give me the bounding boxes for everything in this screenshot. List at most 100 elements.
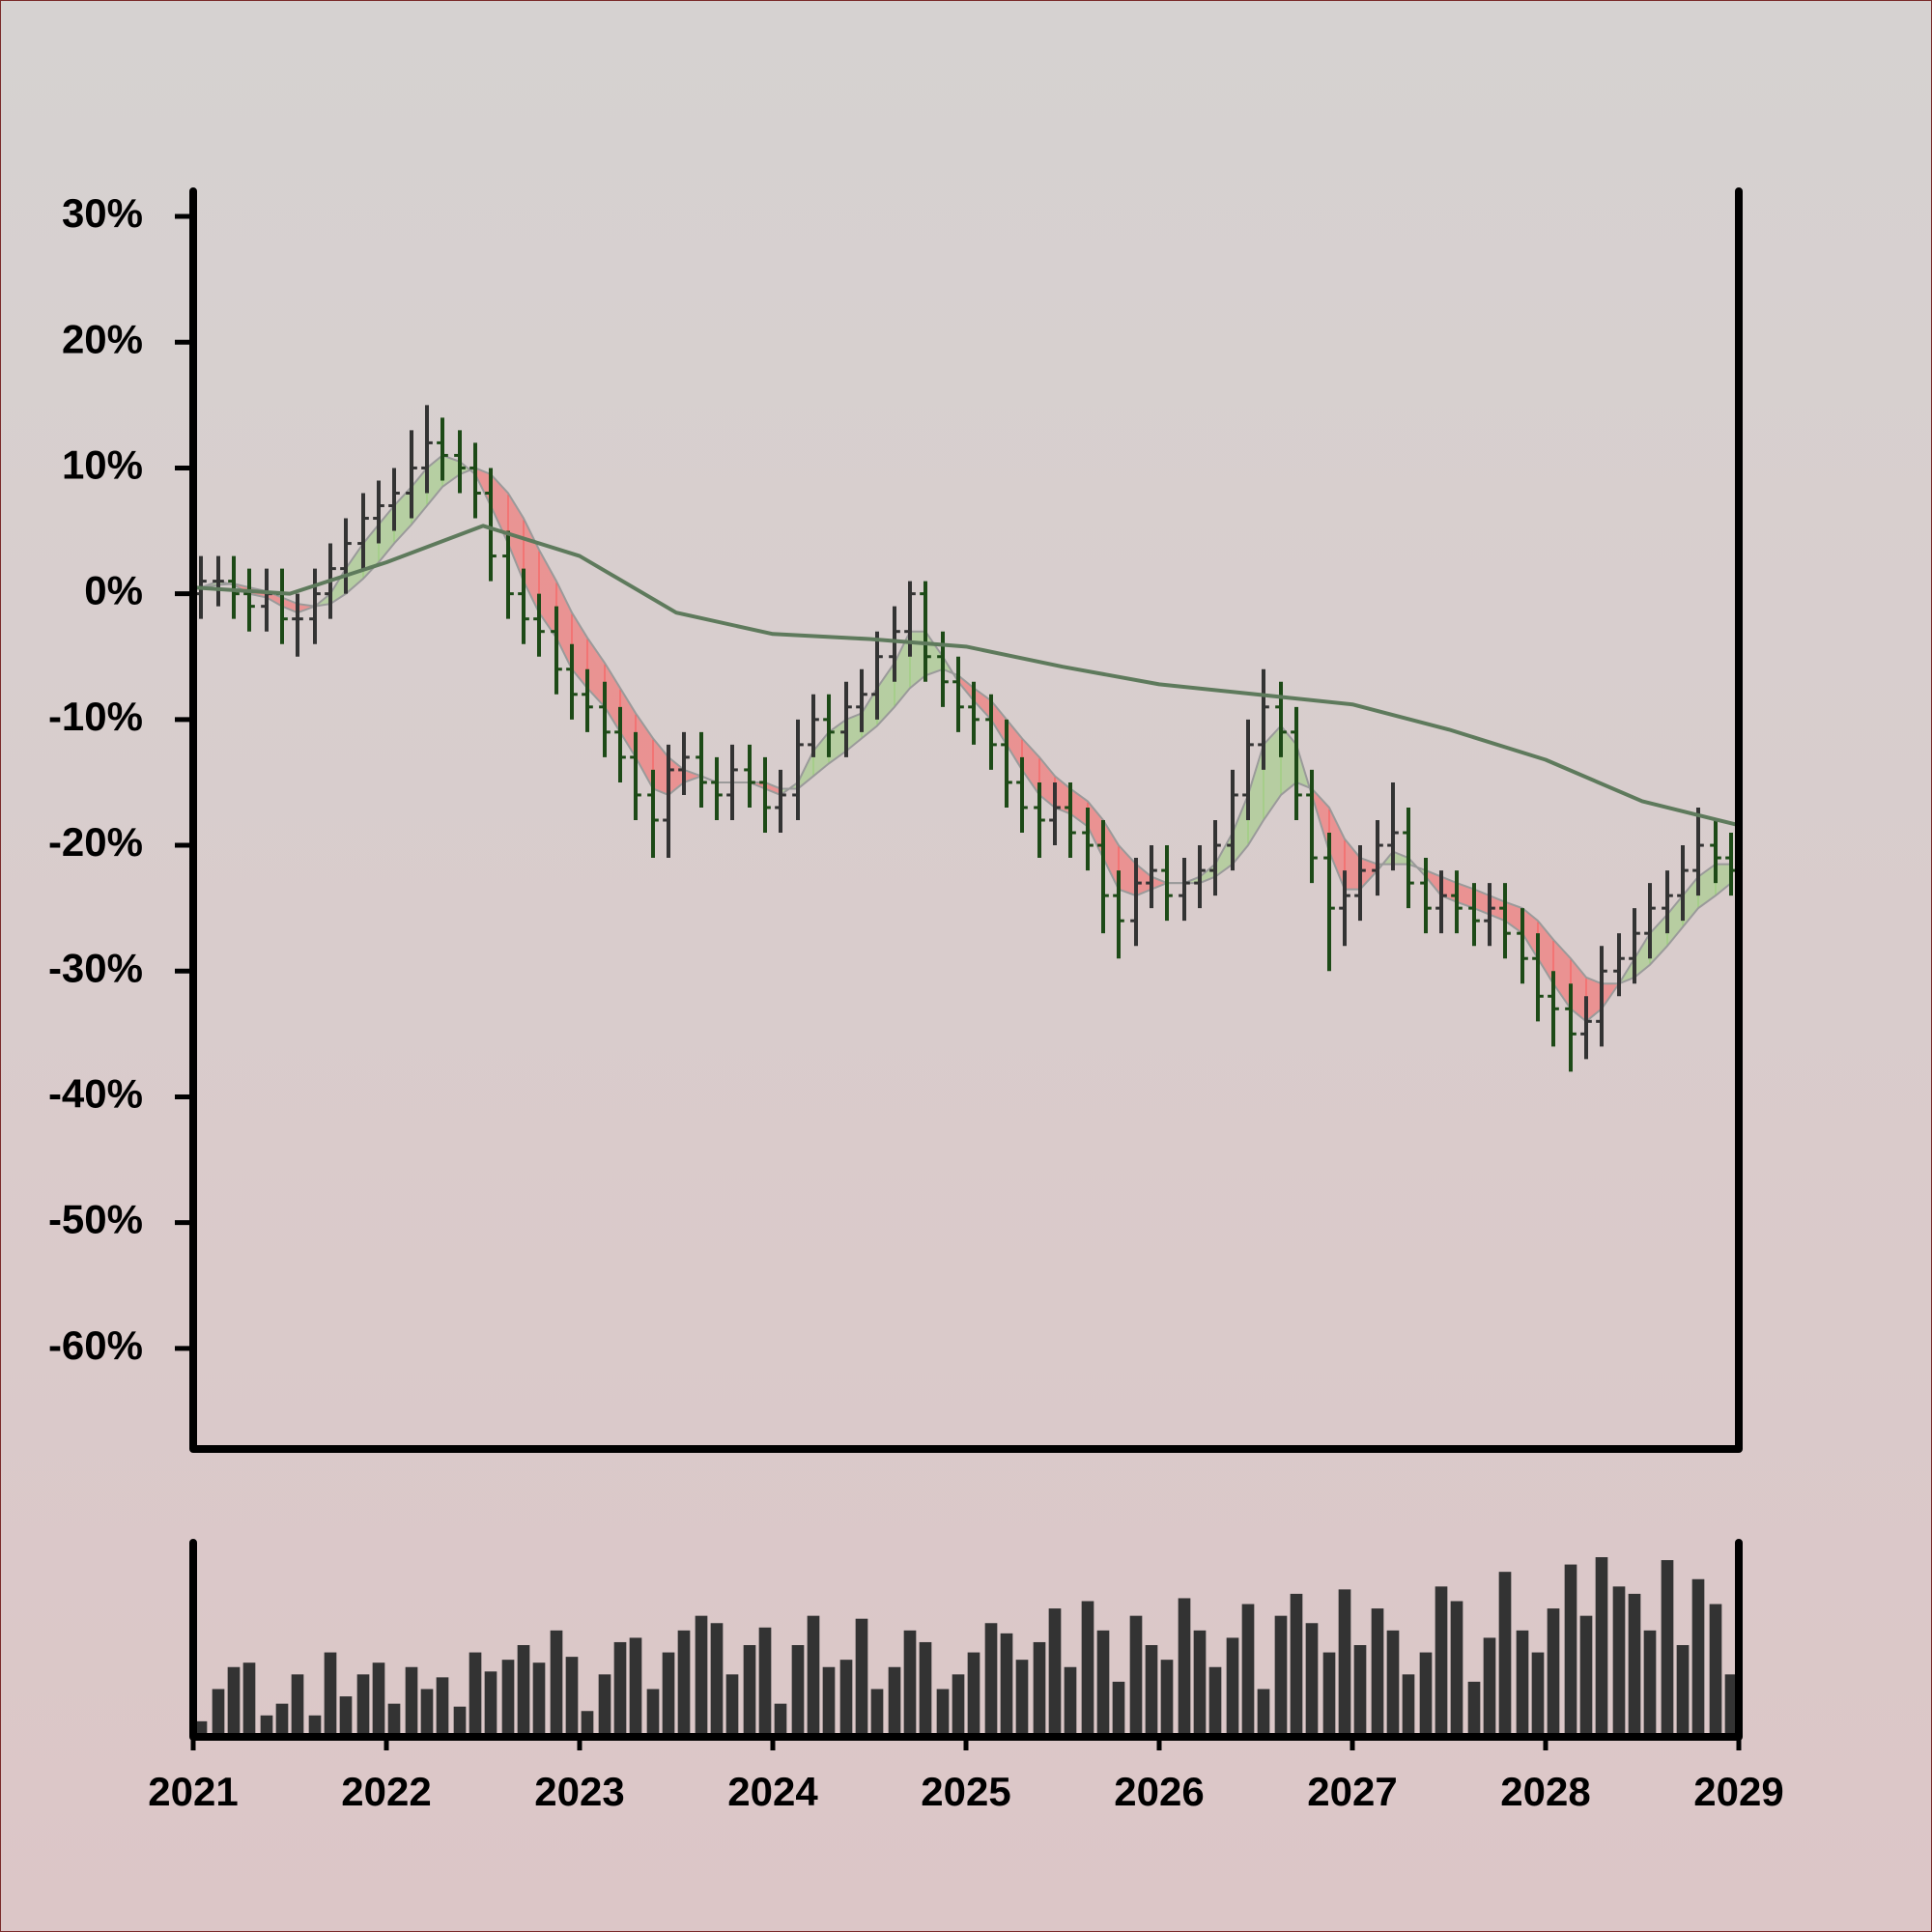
volume-bar [984, 1623, 998, 1733]
volume-bar [1483, 1637, 1496, 1733]
volume-bar [1402, 1674, 1415, 1733]
volume-bar [1226, 1637, 1239, 1733]
volume-bar [387, 1703, 401, 1733]
volume-bar [420, 1689, 434, 1733]
volume-bar [1450, 1601, 1463, 1733]
volume-bar [356, 1674, 370, 1733]
x-tick-label: 2026 [1114, 1769, 1204, 1814]
volume-bar [1000, 1633, 1013, 1733]
volume-bar [469, 1652, 482, 1733]
ma-fast-line [200, 454, 1731, 1023]
y-tick-label: -20% [48, 819, 143, 865]
volume-bar [1435, 1586, 1448, 1733]
volume-bar [1547, 1608, 1560, 1733]
x-tick-label: 2029 [1693, 1769, 1783, 1814]
volume-bar [1371, 1608, 1384, 1733]
volume-bar [1015, 1660, 1029, 1733]
x-tick-label: 2022 [341, 1769, 431, 1814]
volume-bar [1709, 1604, 1722, 1733]
volume-bar [1643, 1630, 1657, 1733]
y-tick-label: 30% [62, 190, 143, 236]
volume-bar [532, 1662, 546, 1733]
volume-bar [743, 1645, 756, 1733]
volume-bar [291, 1674, 304, 1733]
price-frame [189, 187, 1743, 1453]
volume-bar [1160, 1660, 1174, 1733]
volume-bar [1612, 1586, 1626, 1733]
volume-bar [484, 1671, 497, 1733]
y-tick-label: 0% [84, 568, 143, 613]
volume-bar [1419, 1652, 1433, 1733]
volume-bar [888, 1666, 901, 1733]
volume-bar [517, 1645, 530, 1733]
volume-bar [870, 1689, 884, 1733]
volume-bar [1338, 1589, 1351, 1733]
volume-bar [1112, 1681, 1125, 1733]
volume-bar [501, 1660, 515, 1733]
volume-bar [1628, 1593, 1641, 1733]
y-tick-label: -10% [48, 694, 143, 739]
volume-bar [1691, 1578, 1705, 1733]
volume-bar [1661, 1560, 1674, 1733]
volume-bar [1129, 1615, 1143, 1733]
volume-bar [581, 1711, 594, 1733]
volume-bar [1033, 1641, 1046, 1733]
volume-bar [1467, 1681, 1481, 1733]
volume-bar [1178, 1598, 1191, 1733]
volume-bar [952, 1674, 965, 1733]
volume-bar [1208, 1666, 1222, 1733]
volume-bar [822, 1666, 836, 1733]
volume-bar [1274, 1615, 1288, 1733]
volume-bar [1290, 1593, 1303, 1733]
volume-bar [1595, 1557, 1608, 1733]
volume-bar [710, 1623, 724, 1733]
x-tick-label: 2027 [1307, 1769, 1397, 1814]
volume-bar [807, 1615, 820, 1733]
y-tick-label: 20% [62, 316, 143, 361]
x-tick-label: 2021 [148, 1769, 238, 1814]
volume-bar [372, 1662, 385, 1733]
volume-bar [1498, 1572, 1512, 1733]
y-tick-label: -30% [48, 945, 143, 990]
volume-bar [324, 1652, 337, 1733]
volume-bar [725, 1674, 739, 1733]
volume-bar [662, 1652, 675, 1733]
x-tick-label: 2028 [1500, 1769, 1590, 1814]
volume-bar [1724, 1674, 1738, 1733]
y-tick-label: 10% [62, 442, 143, 488]
volume-bar [903, 1630, 917, 1733]
volume-bar [242, 1662, 256, 1733]
x-tick-label: 2023 [534, 1769, 624, 1814]
volume-bar [967, 1652, 980, 1733]
volume-bar [1064, 1666, 1077, 1733]
volume-bar [1353, 1645, 1367, 1733]
volume-bar [194, 1720, 208, 1733]
y-tick-label: -60% [48, 1322, 143, 1368]
volume-bar [339, 1696, 353, 1733]
x-tick-label: 2025 [921, 1769, 1010, 1814]
volume-bar [1193, 1630, 1207, 1733]
volume-bar [1257, 1689, 1270, 1733]
volume-bar [1081, 1601, 1094, 1733]
volume-bar [695, 1615, 708, 1733]
volume-bar [260, 1715, 273, 1733]
volume-bar [1531, 1652, 1545, 1733]
volume-bar [1676, 1645, 1690, 1733]
volume-bar [774, 1703, 787, 1733]
ma-long-line [192, 524, 1740, 828]
volume-bar [453, 1706, 467, 1733]
volume-bar [1579, 1615, 1593, 1733]
volume-bar [1516, 1630, 1529, 1733]
volume-bar [1564, 1564, 1577, 1733]
x-tick-label: 2024 [727, 1769, 818, 1814]
volume-bar [919, 1641, 932, 1733]
volume-bar [936, 1689, 950, 1733]
volume-bar [1322, 1652, 1336, 1733]
volume-bar [1145, 1645, 1158, 1733]
volume-bar [758, 1627, 772, 1733]
plot-area [192, 405, 1740, 1733]
y-tick-label: -50% [48, 1197, 143, 1242]
